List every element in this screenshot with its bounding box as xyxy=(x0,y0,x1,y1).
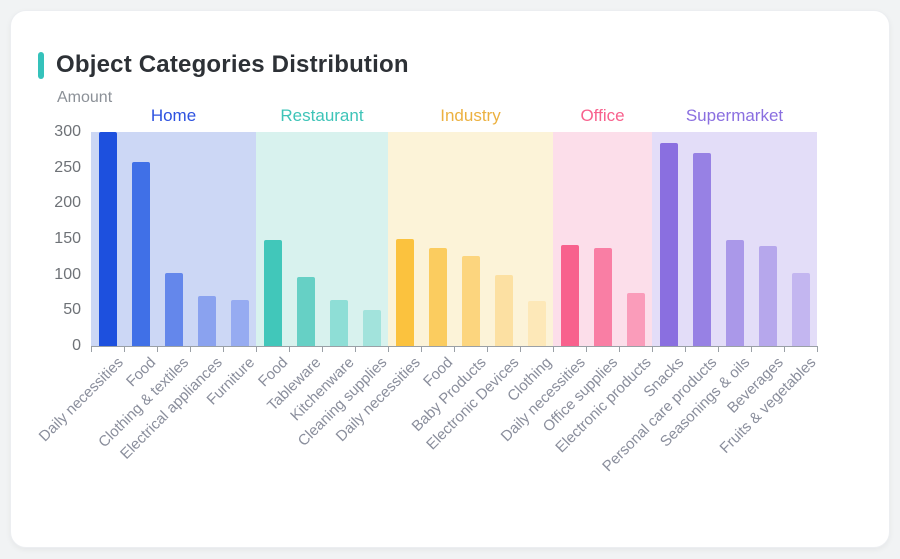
group-label-restaurant: Restaurant xyxy=(280,106,364,125)
x-axis-tick xyxy=(718,347,719,352)
bar-daily-necessities[interactable] xyxy=(395,239,414,346)
x-axis-tick xyxy=(157,347,158,352)
y-axis-tick-label: 50 xyxy=(63,301,81,319)
chart-card: Object Categories Distribution Amount 30… xyxy=(10,10,890,548)
bar-electronic-products[interactable] xyxy=(626,292,645,346)
x-axis-tick xyxy=(619,347,620,352)
x-axis-tick xyxy=(553,347,554,352)
x-axis-tick xyxy=(289,347,290,352)
page-title: Object Categories Distribution xyxy=(56,51,409,78)
x-axis-tick xyxy=(652,347,653,352)
bar-food[interactable] xyxy=(131,161,150,346)
bar-cleaning-supplies[interactable] xyxy=(362,310,381,346)
x-axis-tick xyxy=(388,347,389,352)
y-axis-tick-label: 0 xyxy=(72,337,81,354)
x-axis-tick xyxy=(784,347,785,352)
x-axis-tick xyxy=(322,347,323,352)
y-axis-tick-label: 150 xyxy=(54,230,81,247)
y-axis-tick-label: 300 xyxy=(54,123,81,140)
bar-snacks[interactable] xyxy=(659,142,678,346)
x-axis-tick xyxy=(817,347,818,352)
group-label-industry: Industry xyxy=(440,106,501,125)
bar-clothing-textiles[interactable] xyxy=(164,273,183,346)
bar-seasonings-oils[interactable] xyxy=(725,240,744,346)
group-label-home: Home xyxy=(150,106,197,125)
title-accent-bar xyxy=(38,51,44,79)
bar-electronic-devices[interactable] xyxy=(494,275,513,346)
bar-daily-necessities[interactable] xyxy=(560,244,579,346)
bar-chart: Amount 300 250 200 150 100 50 0 Home Daily neces… xyxy=(11,89,891,539)
x-axis-tick xyxy=(454,347,455,352)
bar-office-supplies[interactable] xyxy=(593,247,612,346)
y-axis-tick-label: 200 xyxy=(54,194,81,212)
bar-kitchenware[interactable] xyxy=(329,299,348,346)
x-axis-tick xyxy=(223,347,224,352)
bar-fruits-vegetables[interactable] xyxy=(791,273,810,346)
y-axis-tick-label: 250 xyxy=(54,158,81,176)
x-axis-tick xyxy=(586,347,587,352)
y-axis-title: Amount xyxy=(57,89,113,106)
group-label-office: Office xyxy=(580,106,625,125)
bar-food[interactable] xyxy=(263,240,282,346)
bar-clothing[interactable] xyxy=(527,301,546,346)
x-axis-tick xyxy=(355,347,356,352)
bar-baby-products[interactable] xyxy=(461,256,480,346)
x-axis-tick xyxy=(487,347,488,352)
x-axis-tick xyxy=(91,347,92,352)
x-axis-line xyxy=(91,346,818,347)
bar-food[interactable] xyxy=(428,247,447,346)
x-axis-tick xyxy=(190,347,191,352)
group-label-supermarket: Supermarket xyxy=(685,106,784,125)
card-header: Object Categories Distribution xyxy=(38,51,409,79)
x-axis-tick xyxy=(421,347,422,352)
x-axis-tick xyxy=(685,347,686,352)
bar-furniture[interactable] xyxy=(230,300,249,346)
x-axis-tick xyxy=(256,347,257,352)
x-axis-tick xyxy=(124,347,125,352)
bar-electrical-appliances[interactable] xyxy=(197,296,216,346)
bar-daily-necessities[interactable] xyxy=(98,132,117,346)
bar-beverages[interactable] xyxy=(758,246,777,346)
y-axis-tick-label: 100 xyxy=(54,265,81,283)
x-axis-tick xyxy=(751,347,752,352)
x-axis-tick xyxy=(520,347,521,352)
bar-personal-care-products[interactable] xyxy=(692,152,711,346)
bar-tableware[interactable] xyxy=(296,276,315,346)
